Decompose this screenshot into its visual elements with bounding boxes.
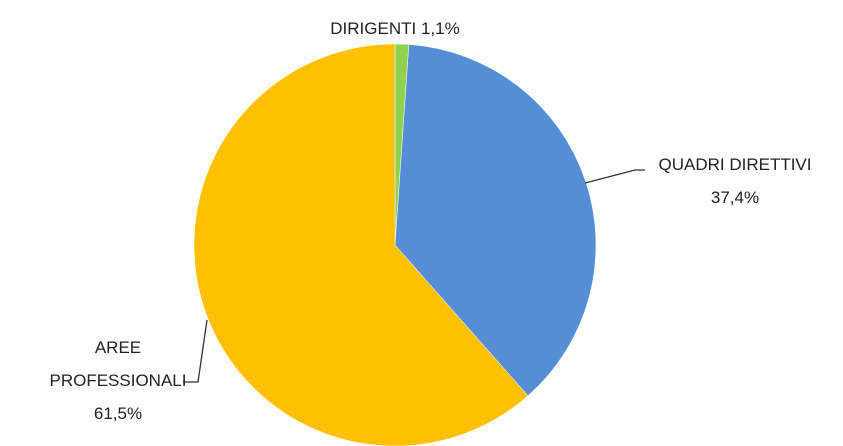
slice-label: QUADRI DIRETTIVI 37,4% xyxy=(625,148,843,214)
slice-label: DIRIGENTI 1,1% xyxy=(245,12,545,45)
value-label: 61,5% xyxy=(93,404,143,423)
pie-slice xyxy=(394,44,597,397)
value-label: 37,4% xyxy=(710,188,760,207)
category-name: AREE PROFESSIONALI xyxy=(49,338,187,390)
leader-line xyxy=(584,169,645,184)
slice-label: AREE PROFESSIONALI 61,5% xyxy=(48,331,188,430)
leader-line xyxy=(183,319,208,383)
pie-slice xyxy=(193,43,529,446)
value-label: 1,1% xyxy=(420,19,460,38)
category-name: DIRIGENTI xyxy=(330,19,417,38)
category-name: QUADRI DIRETTIVI xyxy=(658,155,812,174)
